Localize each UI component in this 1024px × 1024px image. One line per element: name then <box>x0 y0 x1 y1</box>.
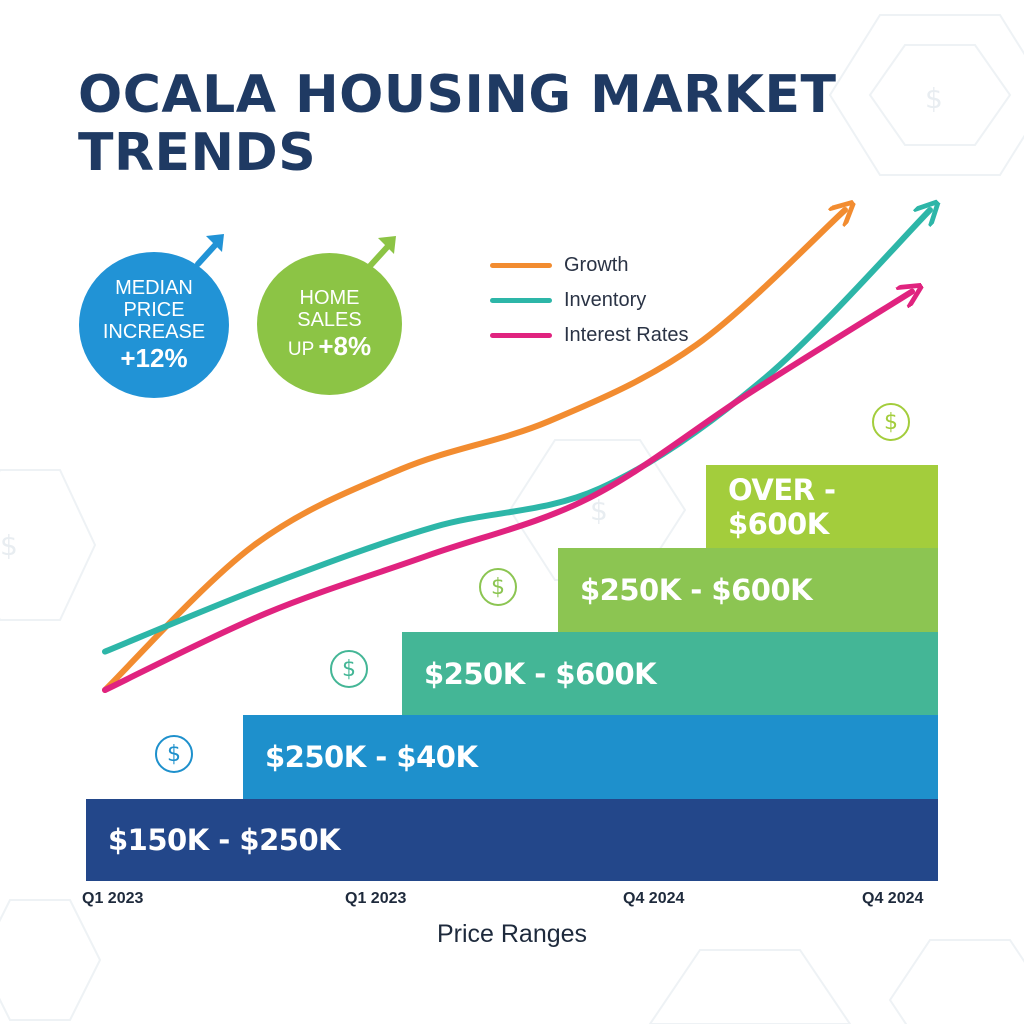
legend-label-interest-rates: Interest Rates <box>564 324 689 346</box>
home-sales-badge: HOME SALES UP +8% <box>257 253 402 395</box>
sales-badge-prefix: UP <box>287 339 315 360</box>
sales-badge-line2: SALES <box>297 309 362 331</box>
legend-label-growth: Growth <box>564 254 629 276</box>
bg-dollar-icon: $ <box>590 494 608 527</box>
sales-badge-value: +8% <box>318 331 372 361</box>
price-step-2: $250K - $40K <box>243 715 938 799</box>
legend-label-inventory: Inventory <box>564 289 647 311</box>
arrow-up-right-icon <box>367 236 396 269</box>
series-line-interest-rates <box>102 292 912 693</box>
legend-item-interest-rates: Interest Rates <box>490 318 689 353</box>
sales-badge-line1: HOME <box>299 287 360 309</box>
median-price-badge: MEDIAN PRICE INCREASE +12% <box>79 252 229 398</box>
series-line-inventory <box>102 210 930 655</box>
title-line-2: TRENDS <box>78 123 317 183</box>
x-tick-label: Q1 2023 <box>82 890 144 907</box>
legend-swatch-interest-rates <box>490 333 552 338</box>
bg-dollar-icon: $ <box>925 82 943 115</box>
x-tick-label: Q4 2024 <box>862 890 924 907</box>
median-badge-line3: INCREASE <box>102 321 206 343</box>
page-title: OCALA HOUSING MARKET TRENDS <box>78 66 836 182</box>
price-step-1: $150K - $250K <box>86 799 938 881</box>
arrow-up-right-icon <box>195 234 224 267</box>
x-tick-label: Q1 2023 <box>345 890 407 907</box>
x-axis-label: Price Ranges <box>436 920 588 948</box>
price-step-4-label: $250K - $600K <box>580 573 813 607</box>
dollar-icon: $ <box>330 650 368 688</box>
legend-item-inventory: Inventory <box>490 283 689 318</box>
price-step-5: OVER - $600K <box>706 465 938 548</box>
price-step-3: $250K - $600K <box>402 632 938 715</box>
x-tick-label: Q4 2024 <box>623 890 685 907</box>
price-step-2-label: $250K - $40K <box>265 740 478 774</box>
title-line-1: OCALA HOUSING MARKET <box>78 65 837 125</box>
price-step-1-label: $150K - $250K <box>108 823 341 857</box>
median-badge-line2: PRICE <box>123 299 185 321</box>
legend-item-growth: Growth <box>490 248 689 283</box>
price-step-5-label: OVER - $600K <box>728 472 836 541</box>
median-badge-value: +12% <box>120 343 188 373</box>
dollar-icon: $ <box>155 735 193 773</box>
dollar-icon: $ <box>479 568 517 606</box>
dollar-icon: $ <box>872 403 910 441</box>
price-step-3-label: $250K - $600K <box>424 656 657 691</box>
median-badge-line1: MEDIAN <box>115 277 193 299</box>
legend-swatch-growth <box>490 263 552 268</box>
legend-swatch-inventory <box>490 298 552 303</box>
bg-dollar-icon: $ <box>0 529 18 562</box>
series-line-growth <box>102 210 845 693</box>
chart-legend: Growth Inventory Interest Rates <box>490 248 689 353</box>
price-step-4: $250K - $600K <box>558 548 938 632</box>
